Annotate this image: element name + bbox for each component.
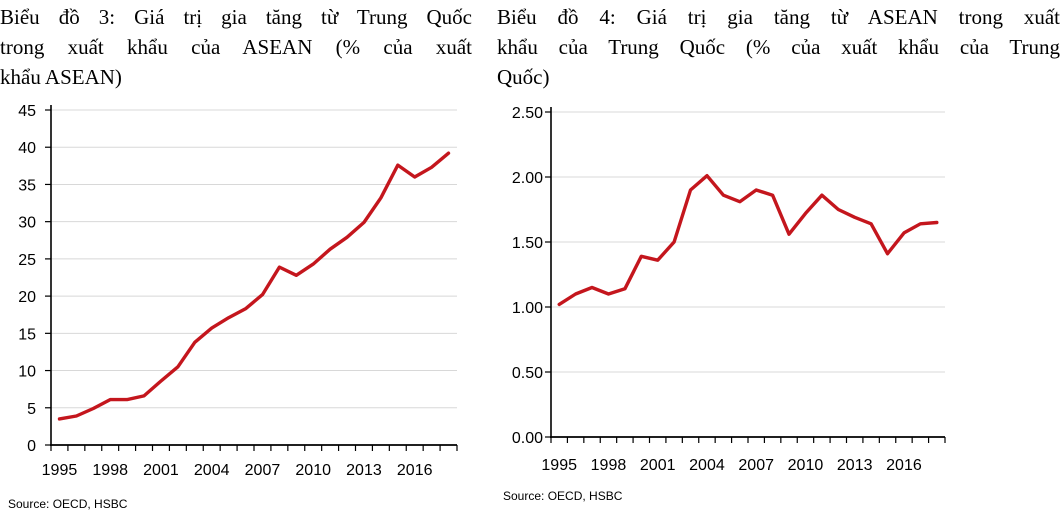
svg-text:0: 0 — [27, 438, 36, 455]
svg-text:0.50: 0.50 — [512, 365, 543, 382]
svg-text:2007: 2007 — [245, 462, 281, 479]
svg-text:2010: 2010 — [295, 462, 331, 479]
svg-text:1998: 1998 — [591, 457, 627, 474]
svg-text:2007: 2007 — [738, 457, 774, 474]
svg-text:35: 35 — [18, 177, 36, 194]
svg-text:30: 30 — [18, 215, 36, 232]
svg-text:2001: 2001 — [640, 457, 676, 474]
chart-title-line: Biểu đồ 4: Giá trị gia tăng từ ASEAN tro… — [497, 5, 1060, 29]
svg-text:2004: 2004 — [194, 462, 230, 479]
svg-text:25: 25 — [18, 252, 36, 269]
svg-text:2.50: 2.50 — [512, 105, 543, 122]
svg-text:2004: 2004 — [689, 457, 725, 474]
chart-title-line: trong xuất khẩu của ASEAN (% của xuất — [0, 35, 472, 59]
svg-text:1998: 1998 — [92, 462, 128, 479]
svg-text:1995: 1995 — [541, 457, 577, 474]
svg-text:2.00: 2.00 — [512, 170, 543, 187]
chart-panel-right: Biểu đồ 4: Giá trị gia tăng từ ASEAN tro… — [497, 0, 1063, 516]
svg-text:2016: 2016 — [397, 462, 433, 479]
source-note-left: Source: OECD, HSBC — [8, 497, 128, 511]
svg-text:0.00: 0.00 — [512, 430, 543, 447]
svg-text:1995: 1995 — [42, 462, 78, 479]
svg-text:10: 10 — [18, 364, 36, 381]
svg-text:2016: 2016 — [886, 457, 922, 474]
svg-text:1.00: 1.00 — [512, 300, 543, 317]
svg-text:40: 40 — [18, 140, 36, 157]
svg-text:2001: 2001 — [143, 462, 179, 479]
svg-text:2013: 2013 — [346, 462, 382, 479]
svg-text:15: 15 — [18, 326, 36, 343]
chart-title-line: Quốc) — [497, 65, 550, 89]
svg-text:2010: 2010 — [788, 457, 824, 474]
line-chart-right: 0.00 0.50 1.00 1.50 2.00 2.50 1995 1998 2001 2004… — [512, 105, 946, 474]
source-note-right: Source: OECD, HSBC — [503, 489, 623, 503]
chart-title-right: Biểu đồ 4: Giá trị gia tăng từ ASEAN tro… — [497, 2, 1060, 92]
chart-title-line: khẩu ASEAN) — [0, 65, 122, 89]
svg-text:2013: 2013 — [837, 457, 873, 474]
line-chart-left: 0 5 10 15 20 25 30 35 40 45 1995 1998 2001 2004 2007 20… — [18, 103, 458, 479]
chart-panel-left: Biểu đồ 3: Giá trị gia tăng từ Trung Quố… — [0, 0, 480, 516]
svg-text:20: 20 — [18, 289, 36, 306]
svg-text:1.50: 1.50 — [512, 235, 543, 252]
svg-text:45: 45 — [18, 103, 36, 120]
chart-title-left: Biểu đồ 3: Giá trị gia tăng từ Trung Quố… — [0, 2, 472, 92]
chart-title-line: khẩu của Trung Quốc (% của xuất khẩu của… — [497, 35, 1060, 59]
svg-text:5: 5 — [27, 401, 36, 418]
chart-title-line: Biểu đồ 3: Giá trị gia tăng từ Trung Quố… — [0, 5, 472, 29]
